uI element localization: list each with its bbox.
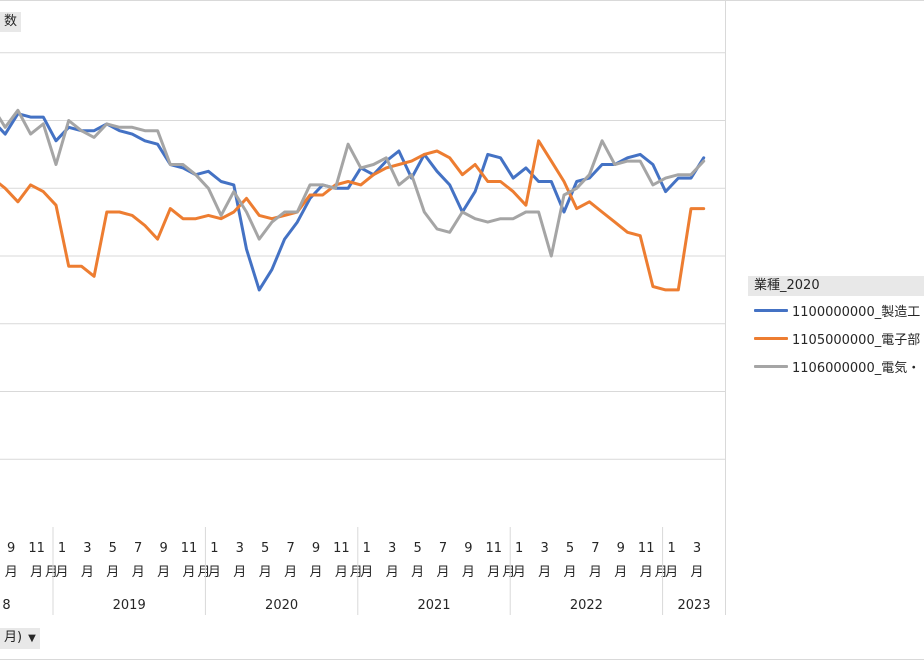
x-tick-month-label: 月 — [350, 565, 363, 580]
legend-swatch — [754, 336, 788, 340]
x-tick-label: 9 — [617, 541, 625, 556]
x-tick-month-label: 月 — [614, 565, 627, 580]
legend: 業種_2020 1100000000_製造工 1105000000_電子部 11… — [748, 276, 924, 380]
legend-item: 1105000000_電子部 — [748, 324, 924, 352]
x-tick-month-label: 月 — [45, 565, 58, 580]
x-tick-label: 11 — [638, 541, 655, 556]
x-tick-label: 7 — [591, 541, 599, 556]
x-tick-month-label: 月 — [502, 565, 515, 580]
x-tick-label: 11 — [28, 541, 45, 556]
x-tick-label: 9 — [159, 541, 167, 556]
x-tick-label: 5 — [261, 541, 269, 556]
x-tick-label: 7 — [286, 541, 294, 556]
legend-label: 1100000000_製造工 — [792, 304, 921, 320]
x-tick-month-label: 月 — [640, 565, 653, 580]
x-tick-month-label: 月 — [132, 565, 145, 580]
value-field-button[interactable]: 数 — [0, 12, 22, 32]
x-tick-label: 1 — [363, 541, 371, 556]
x-tick-month-label: 月 — [55, 565, 68, 580]
legend-field-button[interactable]: 業種_2020 — [748, 276, 924, 296]
legend-title: 業種_2020 — [754, 278, 820, 293]
x-tick-month-label: 月 — [690, 565, 703, 580]
x-tick-month-label: 月 — [386, 565, 399, 580]
x-tick-month-label: 月 — [197, 565, 210, 580]
x-tick-label: 3 — [236, 541, 244, 556]
x-group-label: 2023 — [678, 598, 711, 613]
x-group-label: 2021 — [417, 598, 450, 613]
x-axis: 9月11月1月3月5月7月9月11月1月3月5月7月9月11月1月3月5月7月9… — [2, 527, 726, 615]
legend-label: 1105000000_電子部 — [792, 332, 921, 348]
axis-field-label: 月) — [4, 630, 23, 645]
series-line — [0, 139, 706, 292]
x-tick-month-label: 月 — [309, 565, 322, 580]
x-tick-label: 11 — [333, 541, 350, 556]
x-tick-month-label: 月 — [157, 565, 170, 580]
x-tick-month-label: 月 — [665, 565, 678, 580]
x-tick-label: 7 — [134, 541, 142, 556]
x-tick-month-label: 月 — [81, 565, 94, 580]
x-tick-label: 11 — [486, 541, 503, 556]
x-group-label: 2020 — [265, 598, 298, 613]
x-tick-month-label: 月 — [335, 565, 348, 580]
x-tick-label: 3 — [388, 541, 396, 556]
x-tick-month-label: 月 — [182, 565, 195, 580]
x-tick-month-label: 月 — [259, 565, 272, 580]
legend-label: 1106000000_電気・ — [792, 360, 921, 376]
x-tick-label: 5 — [109, 541, 117, 556]
x-tick-label: 3 — [693, 541, 701, 556]
x-tick-label: 1 — [667, 541, 675, 556]
x-tick-label: 7 — [439, 541, 447, 556]
x-tick-label: 3 — [540, 541, 548, 556]
x-tick-label: 5 — [566, 541, 574, 556]
axis-field-button[interactable]: 月) ▼ — [0, 628, 40, 649]
x-tick-month-label: 月 — [5, 565, 18, 580]
series-line — [0, 112, 706, 292]
x-tick-month-label: 月 — [513, 565, 526, 580]
value-field-label: 数 — [4, 14, 18, 29]
legend-swatch — [754, 364, 788, 368]
x-tick-month-label: 月 — [436, 565, 449, 580]
legend-swatch — [754, 308, 788, 312]
x-group-label: 2019 — [113, 598, 146, 613]
legend-item: 1106000000_電気・ — [748, 352, 924, 380]
x-tick-label: 1 — [515, 541, 523, 556]
x-tick-month-label: 月 — [462, 565, 475, 580]
x-tick-label: 9 — [464, 541, 472, 556]
x-tick-month-label: 月 — [208, 565, 221, 580]
x-tick-label: 1 — [210, 541, 218, 556]
x-tick-month-label: 月 — [487, 565, 500, 580]
series-lines — [0, 108, 706, 292]
x-tick-month-label: 月 — [360, 565, 373, 580]
x-tick-month-label: 月 — [411, 565, 424, 580]
x-tick-label: 11 — [181, 541, 198, 556]
x-tick-month-label: 月 — [30, 565, 43, 580]
x-tick-month-label: 月 — [655, 565, 668, 580]
x-tick-label: 9 — [312, 541, 320, 556]
x-tick-month-label: 月 — [233, 565, 246, 580]
legend-item: 1100000000_製造工 — [748, 296, 924, 324]
x-tick-label: 9 — [7, 541, 15, 556]
x-tick-label: 1 — [58, 541, 66, 556]
series-line — [0, 108, 706, 258]
dropdown-arrow-icon[interactable]: ▼ — [28, 633, 36, 644]
x-tick-month-label: 月 — [538, 565, 551, 580]
x-group-label: 8 — [2, 598, 10, 613]
x-tick-label: 5 — [413, 541, 421, 556]
x-tick-month-label: 月 — [589, 565, 602, 580]
x-tick-month-label: 月 — [563, 565, 576, 580]
x-tick-month-label: 月 — [106, 565, 119, 580]
x-tick-month-label: 月 — [284, 565, 297, 580]
x-group-label: 2022 — [570, 598, 603, 613]
x-tick-label: 3 — [83, 541, 91, 556]
